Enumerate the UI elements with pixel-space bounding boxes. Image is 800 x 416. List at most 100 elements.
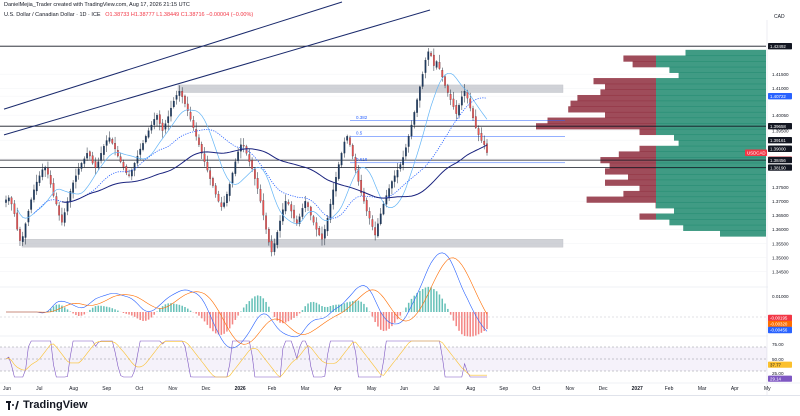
candle-body bbox=[195, 129, 197, 136]
candle-body bbox=[383, 204, 385, 214]
candle-body bbox=[453, 99, 455, 107]
candle-body bbox=[139, 149, 141, 155]
tradingview-logo[interactable]: TradingView bbox=[6, 399, 88, 411]
macd-histogram-bar bbox=[302, 310, 304, 312]
y-tick-label: 1.35000 bbox=[772, 255, 789, 260]
macd-histogram-bar bbox=[179, 305, 181, 312]
volume-profile-bar-buy bbox=[656, 168, 766, 174]
y-tick-label: 1.40050 bbox=[772, 113, 789, 118]
macd-histogram-bar bbox=[313, 302, 315, 312]
macd-histogram-bar bbox=[240, 311, 242, 312]
candle-body bbox=[478, 128, 480, 134]
price-flag-label: 1.40722 bbox=[770, 94, 786, 99]
candle-body bbox=[355, 157, 357, 170]
candle-body bbox=[402, 157, 404, 164]
macd-histogram-bar bbox=[380, 312, 382, 330]
candle-body bbox=[103, 146, 105, 155]
macd-histogram-bar bbox=[441, 299, 443, 312]
candle-body bbox=[276, 232, 278, 245]
volume-profile-bar-buy bbox=[656, 129, 766, 135]
price-chart[interactable]: CAD0.3820.50.6181.424921.415001.410001.4… bbox=[0, 0, 800, 395]
macd-histogram-bar bbox=[84, 312, 86, 314]
macd-histogram-bar bbox=[372, 312, 374, 317]
candle-body bbox=[179, 91, 181, 96]
macd-histogram-bar bbox=[433, 289, 435, 312]
macd-histogram-bar bbox=[321, 306, 323, 312]
macd-histogram-bar bbox=[299, 312, 301, 313]
price-flag-label: USDCAD bbox=[747, 150, 766, 155]
x-tick-label: Apr bbox=[334, 386, 342, 392]
candle-body bbox=[81, 163, 83, 168]
macd-histogram-bar bbox=[215, 312, 217, 333]
volume-profile-bar-sell bbox=[605, 84, 656, 90]
macd-histogram-bar bbox=[92, 308, 94, 312]
candle-body bbox=[162, 123, 164, 131]
volume-profile-bar-sell bbox=[623, 191, 656, 197]
candle-body bbox=[198, 138, 200, 145]
volume-profile-bar-buy bbox=[669, 219, 766, 225]
candle-body bbox=[472, 108, 474, 117]
macd-histogram-bar bbox=[187, 309, 189, 312]
macd-histogram-bar bbox=[114, 309, 116, 312]
candle-body bbox=[425, 60, 427, 73]
volume-profile-bar-buy bbox=[656, 95, 766, 101]
candle-body bbox=[481, 133, 483, 140]
footer-bar: TradingView bbox=[0, 395, 800, 416]
macd-histogram-bar bbox=[254, 296, 256, 312]
candle-body bbox=[475, 117, 477, 128]
candle-body bbox=[28, 211, 30, 222]
volume-profile-bar-sell bbox=[640, 129, 657, 135]
macd-histogram-bar bbox=[346, 302, 348, 312]
x-tick-label: Sep bbox=[102, 386, 111, 392]
candle-body bbox=[352, 145, 354, 156]
candle-body bbox=[61, 215, 63, 223]
rsi-flag-label: 37.77 bbox=[770, 362, 782, 367]
candle-body bbox=[391, 181, 393, 188]
candle-body bbox=[251, 160, 253, 169]
macd-histogram-bar bbox=[235, 312, 237, 320]
x-tick-label: 2026 bbox=[235, 386, 246, 392]
candle-body bbox=[137, 156, 139, 163]
zone-1 bbox=[22, 239, 563, 247]
y-tick-label: 1.41000 bbox=[772, 86, 789, 91]
candle-body bbox=[218, 194, 220, 201]
candle-body bbox=[58, 206, 60, 216]
volume-profile-bar-buy bbox=[656, 180, 766, 186]
macd-histogram-bar bbox=[251, 298, 253, 312]
candle-body bbox=[223, 203, 225, 207]
candle-body bbox=[50, 175, 52, 184]
macd-histogram-bar bbox=[106, 307, 108, 312]
volume-profile-bar-buy bbox=[683, 225, 766, 231]
macd-histogram-bar bbox=[142, 312, 144, 321]
volume-profile-bar-sell bbox=[568, 106, 656, 112]
candle-body bbox=[128, 175, 130, 176]
macd-histogram-bar bbox=[414, 296, 416, 312]
candle-body bbox=[483, 141, 485, 145]
candle-body bbox=[380, 214, 382, 224]
macd-flag-label: -0.00195 bbox=[770, 316, 788, 321]
candle-body bbox=[268, 229, 270, 242]
candle-body bbox=[42, 170, 44, 177]
candle-body bbox=[290, 204, 292, 211]
macd-histogram-bar bbox=[72, 312, 74, 313]
candle-body bbox=[461, 97, 463, 105]
candle-body bbox=[436, 62, 438, 68]
macd-histogram-bar bbox=[249, 301, 251, 312]
candle-body bbox=[265, 216, 267, 230]
macd-histogram-bar bbox=[450, 312, 452, 315]
y-tick-label: 1.35500 bbox=[772, 241, 789, 246]
volume-profile-bar-buy bbox=[656, 101, 766, 107]
candle-body bbox=[455, 105, 457, 113]
candle-body bbox=[330, 204, 332, 220]
candle-body bbox=[25, 224, 27, 238]
candle-body bbox=[237, 152, 239, 161]
macd-histogram-bar bbox=[151, 312, 153, 317]
macd-histogram-bar bbox=[439, 294, 441, 312]
macd-histogram-bar bbox=[405, 308, 407, 312]
candle-body bbox=[377, 224, 379, 236]
volume-profile-bar-buy bbox=[656, 197, 766, 203]
candle-body bbox=[111, 139, 113, 143]
x-tick-label: Aug bbox=[69, 386, 78, 392]
candle-body bbox=[316, 223, 318, 230]
